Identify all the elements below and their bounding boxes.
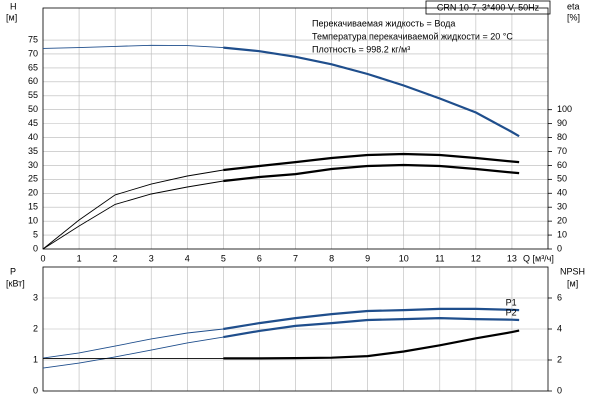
y2-label: NPSH <box>560 266 585 276</box>
y2-tick-label: 30 <box>557 202 567 212</box>
y2-tick-label: 80 <box>557 132 567 142</box>
y2-unit: [%] <box>567 12 580 22</box>
y2-tick-label: 0 <box>557 243 562 253</box>
y2-tick-label: 70 <box>557 146 567 156</box>
y-tick-label: 10 <box>28 216 38 226</box>
y-tick-label: 75 <box>28 34 38 44</box>
curve-label: P2 <box>506 307 517 317</box>
x-tick-label: 5 <box>221 253 226 263</box>
y2-tick-label: 10 <box>557 229 567 239</box>
curve-operating <box>223 316 520 339</box>
y-tick-label: 30 <box>28 160 38 170</box>
curve <box>42 308 520 359</box>
annotation: Плотность = 998.2 кг/м³ <box>312 44 410 54</box>
y2-tick-label: 4 <box>557 323 562 333</box>
curve-operating <box>223 152 520 172</box>
curve-operating <box>223 307 520 331</box>
annotation: Перекачиваемая жидкость = Вода <box>312 18 455 28</box>
x-tick-label: 6 <box>257 253 262 263</box>
y-tick-label: 0 <box>33 385 38 395</box>
x-tick-label: 11 <box>435 253 444 263</box>
curve-label: P1 <box>506 297 517 307</box>
y-tick-label: 35 <box>28 146 38 156</box>
x-label: Q [м³/ч] <box>523 253 554 263</box>
y2-tick-label: 0 <box>557 385 562 395</box>
y-tick-label: 2 <box>33 323 38 333</box>
y-tick-label: 65 <box>28 62 38 72</box>
y-tick-label: 1 <box>33 354 38 364</box>
curve-operating <box>223 329 520 360</box>
y2-tick-label: 40 <box>557 188 567 198</box>
y-tick-label: 3 <box>33 292 38 302</box>
y2-label: eta <box>567 1 580 11</box>
y-tick-label: 70 <box>28 48 38 58</box>
y-tick-label: 50 <box>28 104 38 114</box>
y2-tick-label: 60 <box>557 160 567 170</box>
y2-tick-label: 50 <box>557 174 567 184</box>
y-unit: [кВт] <box>6 278 25 288</box>
y-tick-label: 5 <box>33 229 38 239</box>
y-tick-label: 45 <box>28 118 38 128</box>
x-tick-label: 13 <box>507 253 517 263</box>
y2-tick-label: 100 <box>557 104 572 114</box>
plot-frame <box>42 266 549 392</box>
y-tick-label: 60 <box>28 76 38 86</box>
curve-operating <box>223 46 520 138</box>
curve <box>42 44 520 137</box>
y-label: P <box>10 266 16 276</box>
x-tick-label: 12 <box>471 253 481 263</box>
y-tick-label: 25 <box>28 174 38 184</box>
x-tick-label: 2 <box>113 253 118 263</box>
curve <box>42 153 520 250</box>
title-box <box>425 0 551 15</box>
x-tick-label: 9 <box>365 253 370 263</box>
y2-unit: [м] <box>567 278 578 288</box>
y-unit: [м] <box>6 12 17 22</box>
x-tick-label: 0 <box>40 253 45 263</box>
curve-operating <box>223 163 520 183</box>
y2-tick-label: 2 <box>557 354 562 364</box>
y-label: H <box>10 1 17 11</box>
y-tick-label: 15 <box>28 202 38 212</box>
x-tick-label: 8 <box>329 253 334 263</box>
y-tick-label: 55 <box>28 90 38 100</box>
y2-tick-label: 6 <box>557 292 562 302</box>
chart-title: CRN 10-7, 3*400 V, 50Hz <box>437 2 540 12</box>
y-tick-label: 20 <box>28 188 38 198</box>
y2-tick-label: 20 <box>557 216 567 226</box>
y-tick-label: 40 <box>28 132 38 142</box>
annotation: Температура перекачиваемой жидкости = 20… <box>312 31 513 41</box>
x-tick-label: 4 <box>185 253 190 263</box>
x-tick-label: 1 <box>77 253 82 263</box>
x-tick-label: 10 <box>399 253 409 263</box>
x-tick-label: 3 <box>149 253 154 263</box>
x-tick-label: 7 <box>293 253 298 263</box>
y-tick-label: 0 <box>33 243 38 253</box>
y2-tick-label: 90 <box>557 118 567 128</box>
plot-frame <box>42 7 549 250</box>
